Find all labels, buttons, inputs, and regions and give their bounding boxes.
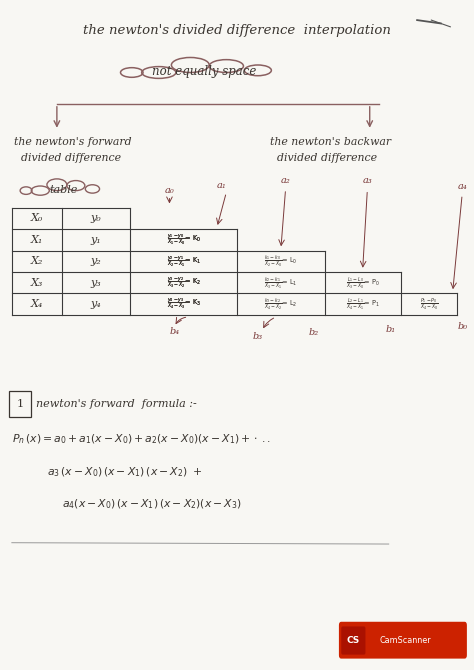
Text: $\frac{k_2-k_1}{X_3-X_1}$= L$_1$: $\frac{k_2-k_1}{X_3-X_1}$= L$_1$ <box>264 275 298 291</box>
Text: $\frac{y_1-y_0}{X_1-X_0}$= K$_0$: $\frac{y_1-y_0}{X_1-X_0}$= K$_0$ <box>167 232 201 247</box>
Text: $\frac{y_4-y_3}{X_4-X_3}$= K$_3$: $\frac{y_4-y_3}{X_4-X_3}$= K$_3$ <box>167 297 201 312</box>
Text: a₃: a₃ <box>363 176 372 186</box>
Text: $\frac{y_2-y_1}{X_2-X_1}$= K$_1$: $\frac{y_2-y_1}{X_2-X_1}$= K$_1$ <box>167 254 201 269</box>
Text: table: table <box>50 185 78 194</box>
Text: $\frac{y_3-y_2}{X_3-X_2}$= K$_2$: $\frac{y_3-y_2}{X_3-X_2}$= K$_2$ <box>167 275 201 290</box>
Text: y₂: y₂ <box>91 257 101 266</box>
FancyBboxPatch shape <box>339 622 467 659</box>
Text: $\frac{y_3-y_2}{X_3-X_2}$= K$_2$: $\frac{y_3-y_2}{X_3-X_2}$= K$_2$ <box>167 275 201 290</box>
Text: not equally space: not equally space <box>152 65 256 78</box>
Text: $\frac{y_3-y_2}{X_3-X_2}$= K$_2$: $\frac{y_3-y_2}{X_3-X_2}$= K$_2$ <box>167 275 201 290</box>
Text: y₄: y₄ <box>91 299 101 309</box>
Text: CS: CS <box>347 636 360 645</box>
Text: y₁: y₁ <box>91 235 101 245</box>
Text: a₂: a₂ <box>281 176 291 186</box>
Text: the newton's backwar
  divided difference: the newton's backwar divided difference <box>270 137 392 163</box>
Text: X₀: X₀ <box>30 214 43 223</box>
Text: X₁: X₁ <box>30 235 43 245</box>
Text: $\frac{y_4-y_3}{X_4-X_3}$= K$_3$: $\frac{y_4-y_3}{X_4-X_3}$= K$_3$ <box>167 297 201 312</box>
Text: $\frac{L_2-L_1}{X_4-X_1}$= P$_1$: $\frac{L_2-L_1}{X_4-X_1}$= P$_1$ <box>346 296 380 312</box>
Text: $a_4(x-X_0)\,(x-X_1)\,(x-X_2)(x-X_3)$: $a_4(x-X_0)\,(x-X_1)\,(x-X_2)(x-X_3)$ <box>62 497 241 511</box>
Text: b₀: b₀ <box>458 322 468 332</box>
Text: $\frac{P_1-P_0}{X_4-X_0}$: $\frac{P_1-P_0}{X_4-X_0}$ <box>419 296 438 312</box>
Text: b₂: b₂ <box>309 328 319 338</box>
Text: y₀: y₀ <box>91 214 101 223</box>
Text: $\frac{y_4-y_3}{X_4-X_3}$= K$_3$: $\frac{y_4-y_3}{X_4-X_3}$= K$_3$ <box>167 297 201 312</box>
Text: CamScanner: CamScanner <box>379 636 431 645</box>
Text: X₄: X₄ <box>30 299 43 309</box>
Text: $a_3\,(x-X_0)\,(x-X_1)\,(x-X_2)\ +$: $a_3\,(x-X_0)\,(x-X_1)\,(x-X_2)\ +$ <box>47 466 203 479</box>
Text: the newton's forward
  divided difference: the newton's forward divided difference <box>14 137 132 163</box>
FancyBboxPatch shape <box>341 626 365 655</box>
Text: $\frac{k_3-k_2}{X_4-X_2}$= L$_2$: $\frac{k_3-k_2}{X_4-X_2}$= L$_2$ <box>264 296 298 312</box>
Text: X₃: X₃ <box>30 278 43 287</box>
Text: b₄: b₄ <box>169 327 179 336</box>
Text: $P_n\,(x)= a_0 + a_1(x-X_0) + a_2(x-X_0)(x-X_1)+\cdot\,..$: $P_n\,(x)= a_0 + a_1(x-X_0) + a_2(x-X_0)… <box>12 432 271 446</box>
Text: $\frac{y_2-y_1}{X_2-X_1}$= K$_1$: $\frac{y_2-y_1}{X_2-X_1}$= K$_1$ <box>167 254 201 269</box>
Text: a₀: a₀ <box>164 186 174 196</box>
Text: a₄: a₄ <box>457 182 467 191</box>
Text: a₁: a₁ <box>217 181 227 190</box>
Text: y₃: y₃ <box>91 278 101 287</box>
Text: 1: 1 <box>16 399 24 409</box>
Text: newton's forward  formula :-: newton's forward formula :- <box>36 399 196 409</box>
Text: X₂: X₂ <box>30 257 43 266</box>
Text: $\frac{y_1-y_0}{X_1-X_0}$= K$_0$: $\frac{y_1-y_0}{X_1-X_0}$= K$_0$ <box>167 232 201 247</box>
Text: $\frac{L_1-L_0}{X_3-X_0}$= P$_0$: $\frac{L_1-L_0}{X_3-X_0}$= P$_0$ <box>346 275 380 291</box>
Text: $\frac{y_2-y_1}{X_2-X_1}$= K$_1$: $\frac{y_2-y_1}{X_2-X_1}$= K$_1$ <box>167 254 201 269</box>
Text: $\frac{k_1-k_0}{X_2-X_0}$= L$_0$: $\frac{k_1-k_0}{X_2-X_0}$= L$_0$ <box>264 253 298 269</box>
Text: b₃: b₃ <box>252 332 262 341</box>
Text: the newton's divided difference  interpolation: the newton's divided difference interpol… <box>83 23 391 37</box>
Text: $\frac{y_1-y_0}{X_1-X_0}$= K$_0$: $\frac{y_1-y_0}{X_1-X_0}$= K$_0$ <box>167 232 201 247</box>
Text: b₁: b₁ <box>386 325 396 334</box>
